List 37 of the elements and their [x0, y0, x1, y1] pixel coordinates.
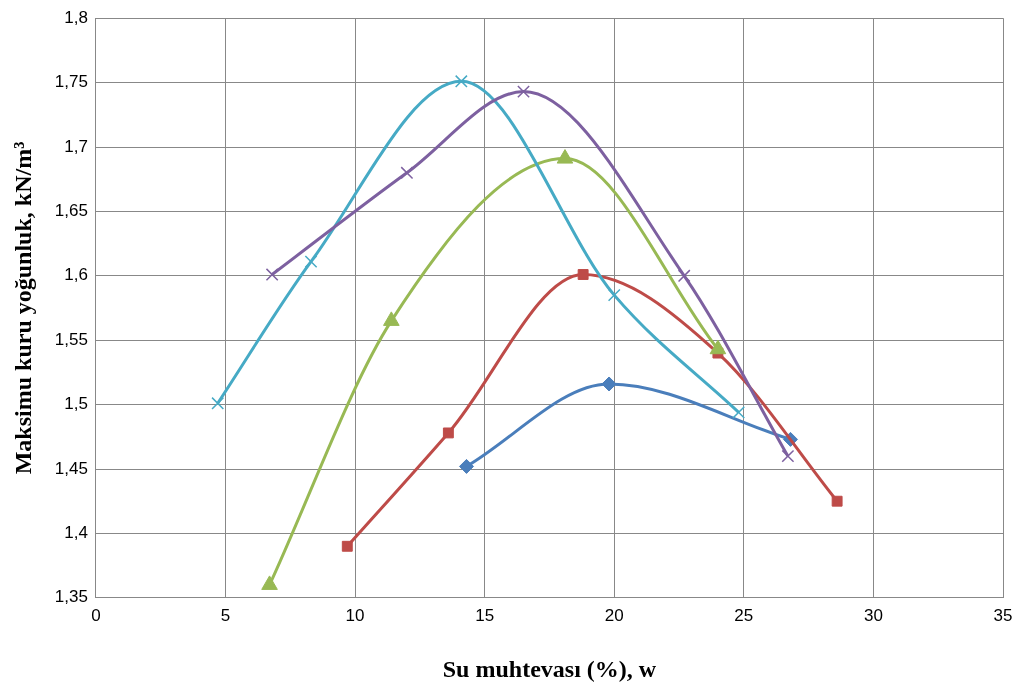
- y-tick-label: 1,35: [54, 587, 88, 607]
- point: [304, 255, 318, 269]
- point: [400, 166, 414, 180]
- y-tick-label: 1,5: [64, 394, 88, 414]
- point: [831, 495, 843, 507]
- point: [732, 405, 746, 419]
- x-axis-title: Su muhtevası (%), w: [442, 655, 657, 682]
- y-tick-label: 1,45: [54, 458, 88, 478]
- y-axis-title: Maksimu kuru yoğunluk, kN/m³: [9, 141, 36, 475]
- point: [677, 269, 691, 283]
- x-tick-label: 5: [220, 605, 231, 625]
- point: [454, 74, 468, 88]
- y-tick-label: 1,75: [54, 72, 88, 92]
- x-tick-label: 15: [475, 605, 495, 625]
- point: [261, 575, 278, 590]
- x-tick-label: 35: [993, 605, 1013, 625]
- y-tick-label: 1,65: [54, 201, 88, 221]
- y-tick-label: 1,6: [64, 265, 88, 285]
- point: [517, 85, 530, 99]
- point: [781, 449, 795, 463]
- x-tick-label: 20: [604, 605, 624, 625]
- point: [577, 269, 589, 280]
- point: [211, 396, 225, 410]
- y-tick-label: 1,55: [54, 329, 88, 349]
- point: [459, 458, 475, 474]
- point: [341, 540, 353, 552]
- point: [265, 268, 279, 281]
- x-tick-label: 25: [734, 605, 754, 625]
- point: [442, 427, 454, 439]
- y-tick-label: 1,7: [64, 136, 88, 156]
- y-tick-label: 1,4: [64, 523, 88, 543]
- point: [607, 288, 621, 302]
- x-tick-label: 10: [345, 605, 365, 625]
- x-tick-label: 30: [863, 605, 883, 625]
- point: [601, 376, 617, 392]
- y-tick-label: 1,8: [64, 7, 88, 27]
- x-tick-label: 0: [91, 605, 101, 625]
